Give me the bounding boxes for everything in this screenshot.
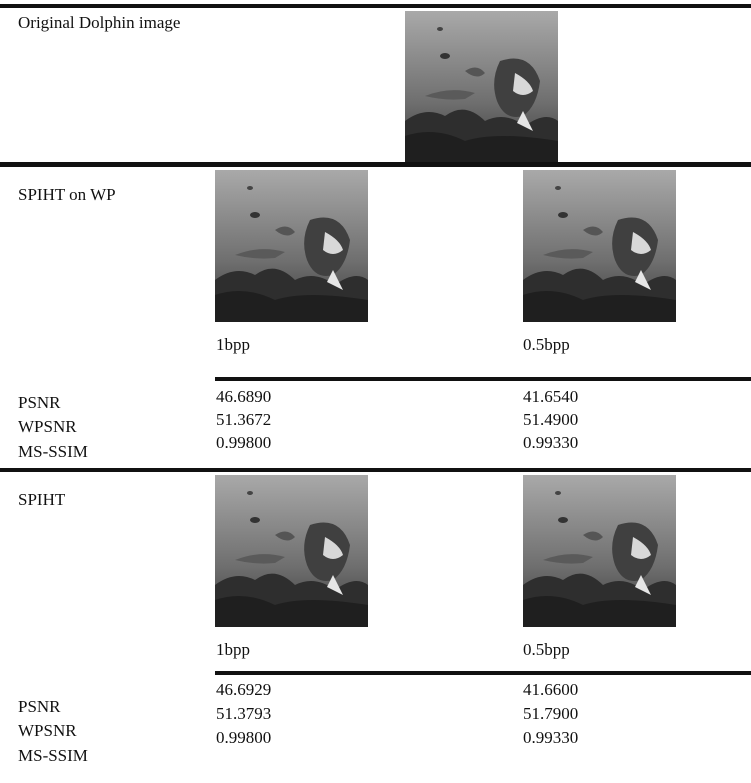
photo [215,475,368,627]
row-label: SPIHT on WP [18,185,116,205]
row-label: Original Dolphin image [18,13,188,33]
metric: PSNR [18,697,61,717]
value: 0.99800 [216,728,271,748]
metric: MS-SSIM [18,746,88,766]
rule [215,671,751,675]
value: 46.6890 [216,387,271,407]
value: 41.6600 [523,680,578,700]
photo [215,170,368,322]
rule [0,162,751,167]
value: 51.3793 [216,704,271,724]
row-label: SPIHT [18,490,65,510]
photo [523,170,676,322]
photo [523,475,676,627]
caption: 0.5bpp [523,640,570,660]
rule [0,4,751,8]
metric: WPSNR [18,417,77,437]
value: 51.4900 [523,410,578,430]
photo [405,11,558,163]
value: 41.6540 [523,387,578,407]
value: 51.7900 [523,704,578,724]
caption: 1bpp [216,335,250,355]
metric: WPSNR [18,721,77,741]
value: 0.99800 [216,433,271,453]
value: 0.99330 [523,433,578,453]
value: 46.6929 [216,680,271,700]
rule [215,377,751,381]
metric: PSNR [18,393,61,413]
value: 51.3672 [216,410,271,430]
caption: 0.5bpp [523,335,570,355]
rule [0,468,751,472]
value: 0.99330 [523,728,578,748]
page: Original Dolphin image SPIHT on WP 1bpp … [0,0,751,783]
metric: MS-SSIM [18,442,88,462]
caption: 1bpp [216,640,250,660]
